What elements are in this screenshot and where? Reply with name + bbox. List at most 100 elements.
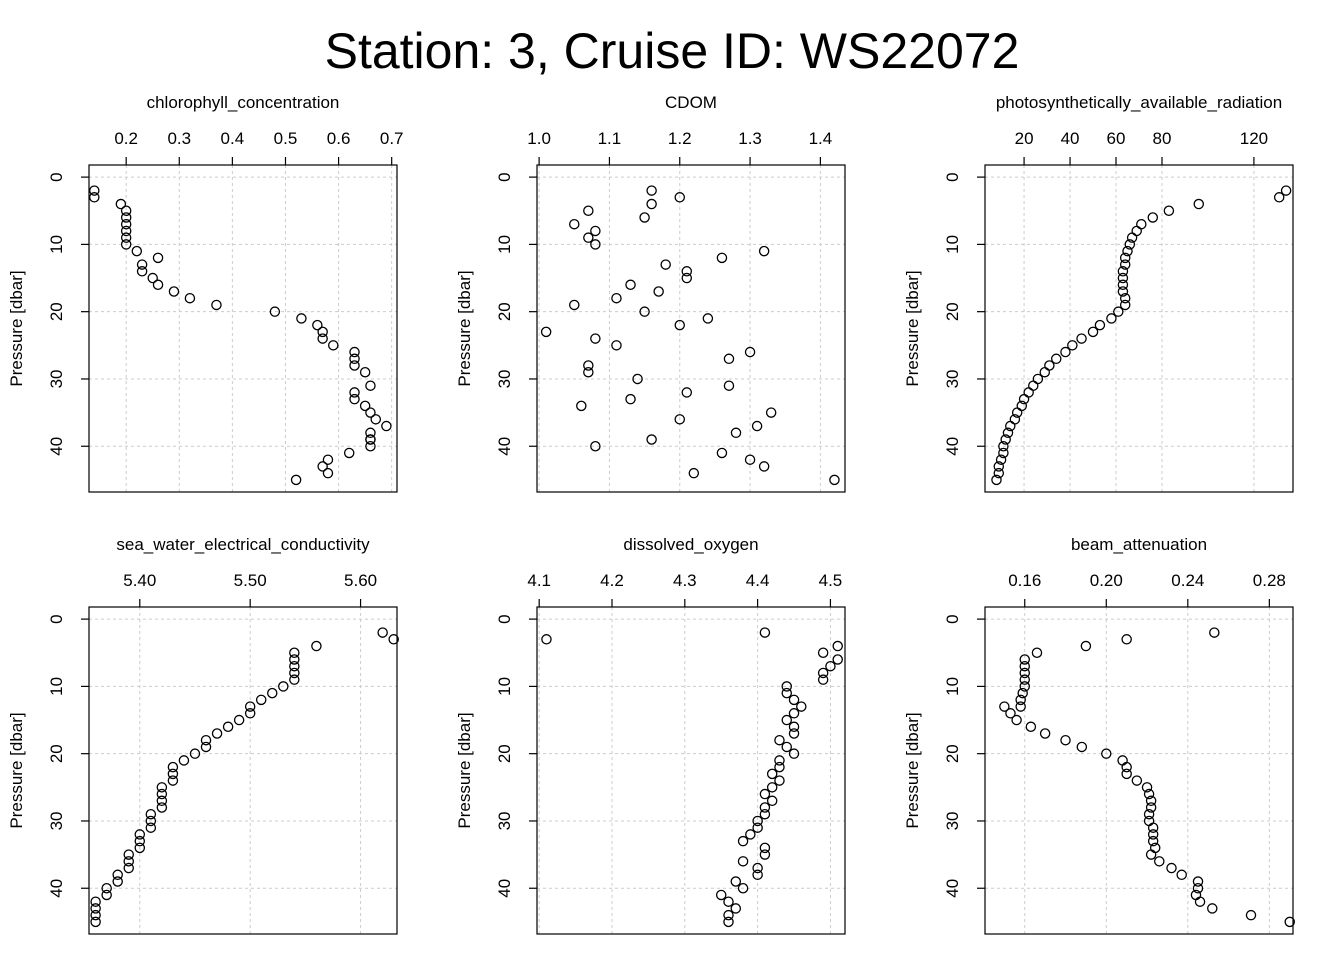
y-tick-label: 40 [495, 437, 514, 456]
data-point [1154, 856, 1165, 867]
data-point [349, 353, 360, 365]
data-point [1143, 788, 1155, 800]
data-point [296, 313, 307, 324]
data-point [1121, 768, 1132, 780]
data-point [267, 687, 278, 699]
data-point [583, 366, 594, 378]
y-axis-label: Pressure [dbar] [455, 270, 474, 386]
data-point [134, 842, 146, 854]
panel-title: dissolved_oxygen [623, 535, 758, 554]
data-point [817, 647, 829, 659]
data-point [723, 380, 735, 391]
panel-photosynthetically-available-radiation: photosynthetically_available_radiation 20… [903, 93, 1294, 493]
data-point [1136, 218, 1147, 230]
data-point [1119, 252, 1131, 264]
data-point [317, 326, 328, 338]
y-tick-label: 10 [47, 677, 66, 696]
data-point [211, 299, 222, 311]
data-point [365, 380, 376, 391]
data-point [715, 889, 727, 901]
data-point [1017, 687, 1028, 699]
figure-title: Station: 3, Cruise ID: WS22072 [324, 23, 1020, 79]
data-point [328, 340, 339, 351]
plot-frame [536, 606, 846, 935]
data-point [590, 333, 601, 344]
data-point [1117, 279, 1129, 291]
data-point [590, 440, 601, 452]
x-tick-label: 80 [1153, 129, 1172, 148]
data-point [1019, 674, 1030, 685]
plot-frame [88, 606, 398, 935]
data-point [1023, 387, 1034, 398]
y-tick-label: 40 [47, 437, 66, 456]
y-tick-label: 0 [47, 614, 66, 623]
data-point [681, 266, 693, 277]
data-point [289, 674, 300, 685]
panel-title: sea_water_electrical_conductivity [116, 535, 370, 554]
x-tick-label: 20 [1015, 129, 1034, 148]
data-point [765, 407, 777, 418]
data-point [796, 701, 807, 712]
data-point [1011, 407, 1023, 418]
data-point [168, 286, 180, 297]
y-axis-label: Pressure [dbar] [7, 712, 26, 828]
data-point [123, 856, 134, 867]
data-point [1113, 306, 1124, 317]
data-point [152, 252, 164, 264]
data-point [381, 420, 392, 432]
data-point [1011, 714, 1022, 726]
data-point [1117, 286, 1129, 297]
data-point [716, 252, 728, 264]
y-tick-label: 40 [943, 879, 962, 898]
data-point [1060, 346, 1071, 358]
data-point [101, 882, 112, 894]
data-point [184, 292, 196, 304]
data-point [766, 795, 778, 807]
y-axis-label: Pressure [dbar] [903, 712, 922, 828]
data-point [1117, 272, 1129, 284]
data-point [1147, 822, 1159, 833]
data-point [1192, 882, 1204, 894]
data-point [759, 788, 771, 800]
data-point [1080, 640, 1092, 652]
y-axis-label: Pressure [dbar] [903, 270, 922, 386]
y-tick-label: 0 [943, 614, 962, 623]
data-point [322, 467, 334, 479]
data-point [1015, 701, 1026, 712]
data-point [1166, 862, 1177, 874]
data-point [90, 916, 101, 928]
x-tick-label: 120 [1240, 129, 1268, 148]
data-point [759, 802, 771, 813]
data-point [1106, 313, 1117, 324]
data-point [788, 694, 800, 706]
data-point [1280, 185, 1292, 196]
y-tick-label: 30 [943, 370, 962, 389]
y-tick-label: 40 [943, 437, 962, 456]
data-point [200, 734, 212, 746]
data-point [1143, 808, 1155, 820]
y-tick-label: 30 [47, 812, 66, 831]
data-point [167, 761, 179, 773]
data-point [147, 272, 158, 284]
data-point [660, 259, 671, 270]
y-tick-label: 20 [943, 302, 962, 321]
data-point [702, 313, 714, 324]
data-point [349, 360, 360, 371]
x-tick-label: 1.3 [738, 129, 762, 148]
data-point [774, 734, 785, 746]
data-point [730, 427, 742, 439]
data-point [541, 634, 552, 645]
data-point [112, 869, 123, 881]
data-point [1076, 333, 1087, 344]
y-tick-label: 0 [943, 172, 962, 181]
data-point [576, 400, 587, 412]
data-point [1067, 340, 1078, 351]
data-point [349, 346, 360, 358]
data-point [90, 903, 101, 914]
x-tick-label: 0.5 [274, 129, 298, 148]
data-point [1060, 734, 1071, 746]
x-tick-label: 0.28 [1253, 571, 1286, 590]
y-tick-label: 10 [495, 677, 514, 696]
plot-frame [984, 606, 1294, 935]
